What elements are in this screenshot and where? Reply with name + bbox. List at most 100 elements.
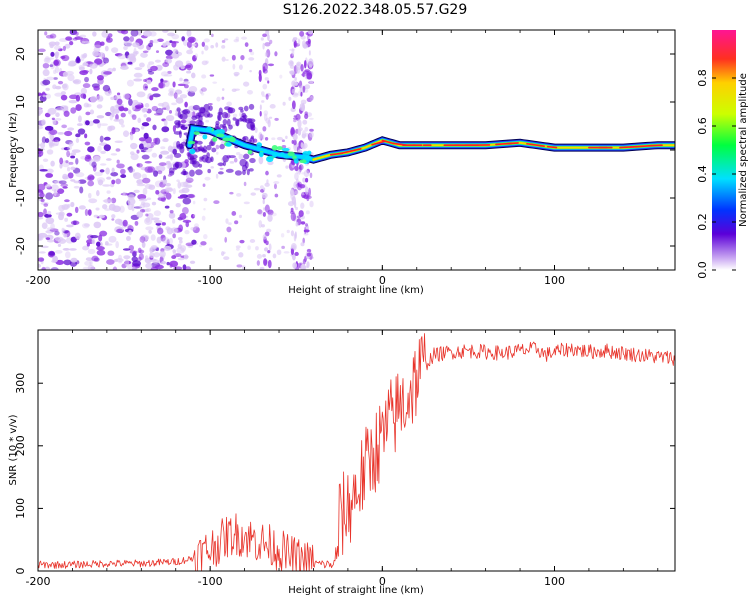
spectrogram-xtick-label: -200 (26, 274, 51, 287)
spectrogram-blob (264, 182, 270, 187)
spectrogram-blob (75, 157, 79, 165)
spectrogram-blob (105, 158, 112, 161)
spectrogram-blob (41, 119, 46, 126)
spectrogram-blob (57, 243, 62, 247)
spectrogram-blob (166, 261, 170, 266)
spectrogram-blob (189, 160, 195, 165)
spectrogram-xtick-label: -100 (198, 274, 223, 287)
spectrogram-blob (122, 130, 130, 137)
spectrogram-blob (302, 237, 305, 244)
spectrogram-blob (75, 57, 81, 64)
spectrogram-blob (152, 124, 157, 131)
spectrogram-blob (142, 187, 148, 196)
spectrogram-blob (302, 177, 306, 183)
spectrogram-blob (258, 132, 263, 140)
spectrogram-blob (38, 211, 44, 218)
spectrogram-blob (293, 139, 297, 146)
spectrogram-blob (38, 263, 42, 268)
spectrogram-blob (112, 266, 118, 270)
spectrogram-blob (50, 51, 55, 57)
spectrogram-blob (295, 221, 299, 227)
spectrogram-blob (235, 118, 239, 127)
spectrogram-blob (69, 30, 78, 36)
spectrogram-blob (100, 41, 105, 46)
spectrogram-blob (115, 258, 124, 263)
spectrogram-blob (173, 131, 182, 135)
spectrogram-blob (185, 266, 191, 270)
spectrogram-blob (262, 254, 266, 258)
spectrogram-blob (228, 124, 233, 130)
snr-xtick-label: 100 (544, 575, 565, 588)
spectrogram-blob (177, 236, 183, 241)
spectrogram-blob (228, 155, 236, 159)
spectrogram-blob (260, 213, 264, 216)
spectrogram-blob (222, 154, 229, 163)
spectrogram-blob (283, 251, 290, 254)
spectrogram-blob (117, 54, 127, 60)
spectrogram-blob (189, 169, 195, 177)
spectrogram-blob (191, 43, 197, 47)
spectrogram-blob (300, 64, 304, 72)
spectrogram-blob (300, 91, 303, 97)
spectrogram-blob (262, 42, 265, 50)
spectrogram-blob (259, 110, 262, 117)
spectrogram-blob (45, 173, 54, 178)
spectrogram-blob (229, 191, 234, 195)
spectrogram-blob (235, 36, 240, 41)
spectrogram-blob (64, 217, 69, 222)
snr-xlabel: Height of straight line (km) (288, 585, 424, 596)
spectrogram-blob (150, 266, 158, 270)
spectrogram-blob (221, 44, 226, 49)
spectrogram-blob (76, 123, 83, 127)
spectrogram-blob (211, 147, 217, 153)
spectrogram-blob (258, 209, 262, 215)
spectrogram-blob (151, 105, 159, 112)
spectrogram-blob (116, 159, 120, 164)
spectrogram-blob (128, 168, 136, 173)
spectrogram-blob (44, 31, 48, 36)
spectrogram-blob (306, 261, 310, 268)
spectrogram-blob (276, 136, 283, 141)
spectrogram-blob (290, 230, 295, 237)
spectrogram-blob (258, 220, 263, 228)
spectrogram-blob (264, 136, 269, 141)
spectrogram-blob (263, 207, 266, 211)
spectrogram-blob (110, 153, 118, 156)
spectrogram-blob (105, 111, 112, 117)
band-peak-segment (629, 144, 652, 148)
spectrogram-blob (179, 145, 185, 154)
spectrogram-blob (146, 197, 152, 201)
spectrogram-blob (97, 179, 104, 186)
spectrogram-blob (53, 69, 57, 75)
spectrogram-blob (131, 266, 136, 270)
spectrogram-blob (199, 156, 205, 160)
spectrogram-blob (67, 74, 75, 82)
spectrogram-blob (168, 212, 176, 219)
snr-frame (37, 329, 676, 572)
spectrogram-blob (192, 214, 196, 218)
spectrogram-blob (233, 39, 240, 43)
colorbar-tick-label: 0.4 (696, 165, 709, 183)
spectrogram-blob (123, 255, 131, 260)
spectrogram-blob (168, 88, 175, 94)
colorbar: 0.0 0.2 0.4 0.6 0.8 Normalized spectral ampl… (696, 30, 749, 279)
spectrogram-blob (167, 145, 173, 152)
spectrogram-blob (62, 71, 69, 77)
spectrogram-blob (267, 259, 272, 269)
spectrogram-blob (153, 219, 163, 224)
spectrogram-blob (88, 192, 92, 199)
spectrogram-blob (222, 251, 226, 255)
spectrogram-blob (40, 198, 45, 203)
spectrogram-blob (215, 144, 220, 150)
spectrogram-blob (157, 102, 165, 107)
spectrogram-blob (66, 166, 71, 172)
spectrogram-blob (176, 51, 183, 57)
spectrogram-blob (189, 120, 197, 125)
spectrogram-blob (267, 63, 275, 67)
spectrogram-blob (144, 86, 148, 89)
spectrogram-blob (233, 157, 238, 163)
chart-title: S126.2022.348.05.57.G29 (282, 2, 468, 18)
spectrogram-blob (122, 191, 126, 196)
spectrogram-blob (89, 95, 97, 103)
spectrogram-blob (103, 136, 111, 141)
